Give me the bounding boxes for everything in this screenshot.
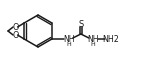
Text: NH: NH — [87, 34, 99, 44]
Text: NH2: NH2 — [102, 34, 119, 44]
Text: NH: NH — [63, 34, 75, 44]
Text: S: S — [78, 20, 83, 29]
Text: H: H — [66, 41, 71, 46]
Text: O: O — [12, 31, 19, 39]
Text: O: O — [12, 23, 19, 31]
Text: H: H — [90, 41, 95, 46]
